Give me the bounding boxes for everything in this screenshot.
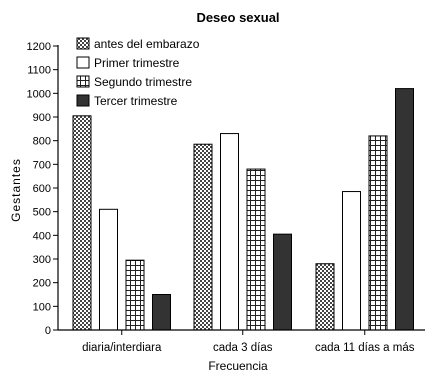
legend-label-1: antes del embarazo [94,37,200,51]
x-tick-label: cada 3 días [213,342,273,354]
legend-swatch-3 [76,75,90,88]
x-tick-label: diaria/interdiara [82,342,162,354]
y-axis: 0 100 200 300 400 500 600 700 800 900 1000 1100 1200 [27,41,59,337]
bar-4-3 [395,88,414,331]
bar-3-3 [368,135,388,331]
bar-3-2 [246,168,266,331]
y-tick-label: 700 [33,159,51,171]
y-tick-label: 800 [33,136,51,148]
y-tick-label: 1200 [27,41,51,53]
bar-2-2 [220,133,239,331]
y-tick-label: 1100 [27,65,51,77]
chart-title: Deseo sexual [196,10,279,25]
legend: antes del embarazo Primer trimestre Segund… [76,37,200,108]
legend-swatch-2 [76,56,90,69]
y-tick-label: 300 [33,254,51,266]
y-tick-label: 1000 [27,88,51,100]
bar-1-3 [315,263,335,331]
bar-1-1 [72,115,92,331]
bar-4-2 [273,233,292,331]
bar-4-1 [152,294,171,331]
bar-2-1 [99,208,118,331]
bar-3-1 [125,259,145,331]
legend-label-4: Tercer trimestre [94,94,178,108]
y-axis-label: Gestantes [9,158,23,222]
legend-label-2: Primer trimestre [94,56,180,70]
y-tick-label: 400 [33,230,51,242]
legend-label-3: Segundo trimestre [94,75,192,89]
x-axis: diaria/interdiara cada 3 días cada 11 días… [58,329,425,354]
y-tick-label: 0 [45,325,51,337]
bar-1-2 [193,143,213,331]
x-axis-label: Frecuencia [208,359,268,373]
bars [72,88,414,331]
x-tick-label: cada 11 días a más [315,342,415,354]
legend-swatch-4 [76,94,90,107]
y-tick-label: 100 [33,301,51,313]
legend-swatch-1 [76,37,90,50]
y-tick-label: 500 [33,207,51,219]
y-tick-label: 900 [33,112,51,124]
bar-2-3 [342,191,361,331]
y-tick-label: 200 [33,278,51,290]
y-tick-label: 600 [33,183,51,195]
